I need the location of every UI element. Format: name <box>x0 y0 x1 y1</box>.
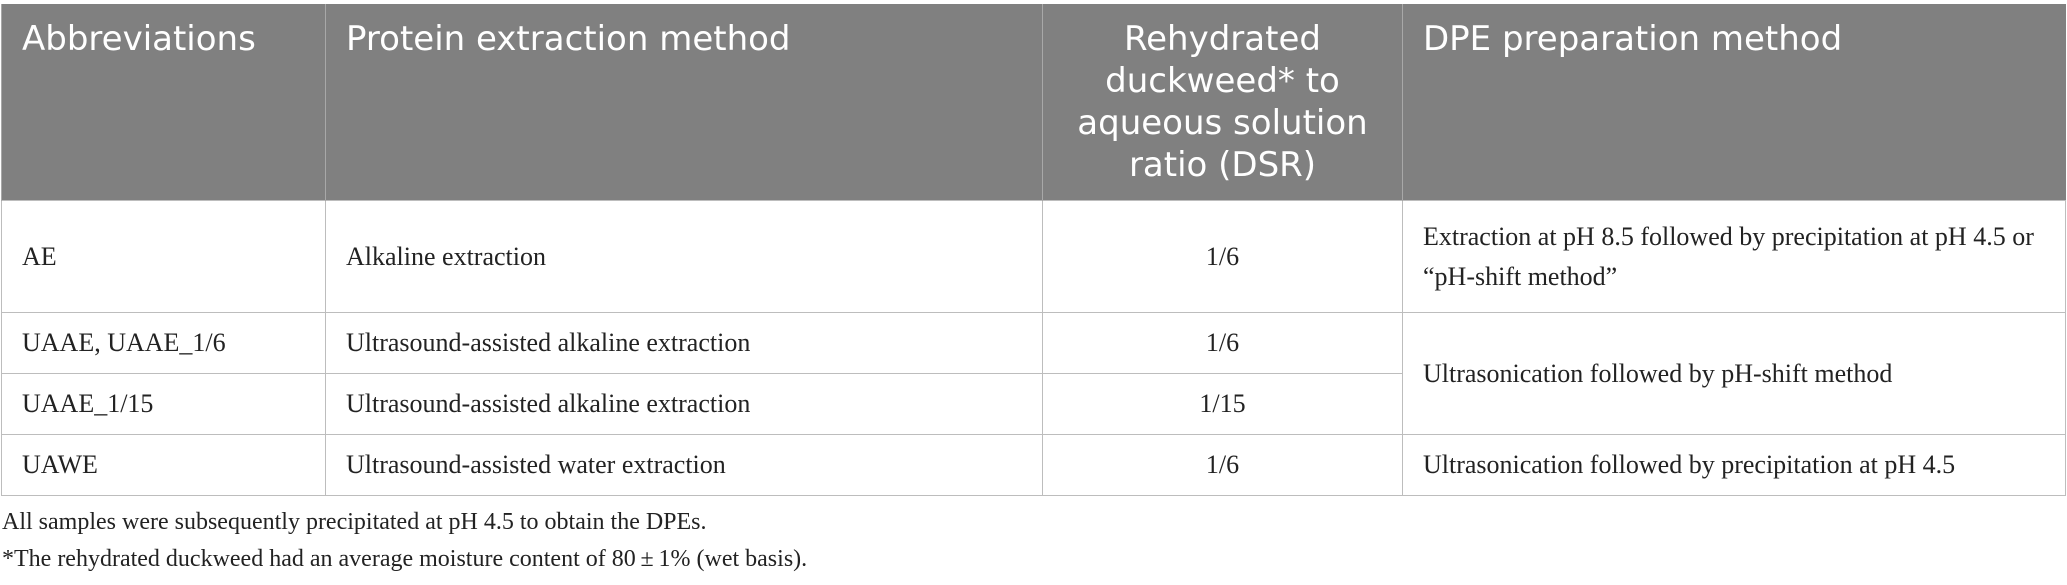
header-cell: Protein extraction method <box>325 4 1043 201</box>
footnote: All samples were subsequently precipitat… <box>2 509 707 535</box>
cell: Extraction at pH 8.5 followed by precipi… <box>1402 200 2066 313</box>
data-table: Abbreviations Protein extraction method … <box>1 4 2066 496</box>
cell: UAAE_1/15 <box>1 373 326 435</box>
cell: UAWE <box>1 434 326 496</box>
table-row: AE Alkaline extraction 1/6 Extraction at… <box>1 200 2066 313</box>
cell: Ultrasound-assisted water extraction <box>325 434 1043 496</box>
table-row: UAWE Ultrasound-assisted water extractio… <box>1 434 2066 496</box>
cell: Ultrasonication followed by pH-shift met… <box>1402 312 2066 435</box>
header-cell: DPE preparation method <box>1402 4 2066 201</box>
cell: 1/6 <box>1042 434 1403 496</box>
header-cell: Rehydrated duckweed* to aqueous solution… <box>1042 4 1403 201</box>
cell: UAAE, UAAE_1/6 <box>1 312 326 374</box>
table-row: UAAE, UAAE_1/6 Ultrasound-assisted alkal… <box>1 312 2066 435</box>
cell: Ultrasound-assisted alkaline extraction <box>325 312 1043 374</box>
header-cell: Abbreviations <box>1 4 326 201</box>
cell: 1/15 <box>1042 373 1403 435</box>
cell: Alkaline extraction <box>325 200 1043 313</box>
table-row: UAAE_1/15 Ultrasound-assisted alkaline e… <box>1 373 2066 435</box>
footnotes: All samples were subsequently precipitat… <box>2 504 807 578</box>
cell: AE <box>1 200 326 313</box>
footnote: *The rehydrated duckweed had an average … <box>2 546 808 572</box>
cell: 1/6 <box>1042 312 1403 374</box>
cell: 1/6 <box>1042 200 1403 313</box>
cell: Ultrasound-assisted alkaline extraction <box>325 373 1043 435</box>
cell: Ultrasonication followed by precipitatio… <box>1402 434 2066 496</box>
header-row: Abbreviations Protein extraction method … <box>1 4 2066 201</box>
